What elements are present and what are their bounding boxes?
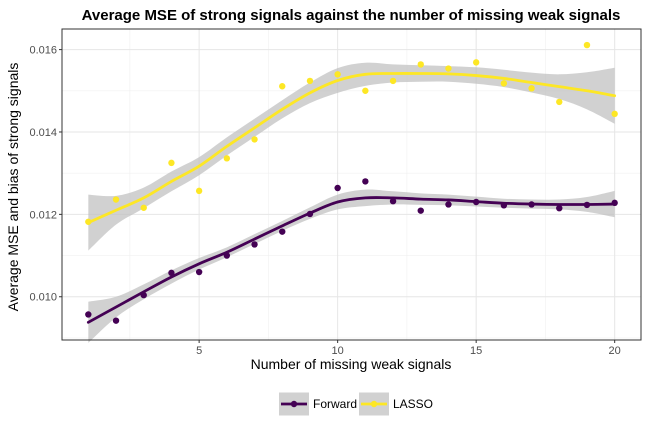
- data-point: [445, 65, 452, 72]
- data-point: [195, 268, 203, 276]
- data-point: [528, 85, 535, 92]
- fit-line: [86, 196, 617, 324]
- data-point: [140, 204, 147, 211]
- x-tick-label: 5: [196, 345, 202, 357]
- data-point: [279, 83, 286, 90]
- y-axis-title: Average MSE and bias of strong signals: [5, 63, 21, 312]
- data-point: [611, 110, 618, 118]
- data-point: [417, 61, 424, 68]
- fit-lines: [86, 72, 617, 324]
- axis-ticks: 5 10 15 20 0.010 0.012 0.014 0.016: [29, 45, 620, 357]
- data-point: [389, 197, 397, 205]
- data-point: [223, 155, 231, 162]
- data-point: [85, 311, 92, 318]
- legend-key-point: [290, 400, 298, 408]
- data-point: [362, 87, 369, 94]
- legend: Forward LASSO: [279, 392, 433, 416]
- y-tick-label: 0.016: [29, 45, 57, 57]
- data-point: [417, 207, 424, 214]
- data-point: [362, 178, 369, 185]
- data-point: [168, 269, 175, 277]
- data-point: [472, 59, 480, 66]
- data-point: [251, 136, 258, 143]
- data-point: [583, 41, 591, 49]
- legend-key-point: [370, 400, 378, 408]
- y-tick-label: 0.012: [29, 209, 57, 221]
- legend-label: LASSO: [393, 397, 433, 411]
- confidence-band: [88, 62, 615, 251]
- chart-title: Average MSE of strong signals against th…: [82, 7, 621, 24]
- x-axis-title: Number of missing weak signals: [251, 356, 452, 372]
- plot-frame: [61, 28, 642, 341]
- data-point: [500, 80, 508, 87]
- fit-line: [86, 72, 617, 224]
- data-point: [251, 241, 258, 248]
- data-point: [112, 317, 120, 324]
- y-tick-label: 0.010: [29, 292, 57, 304]
- x-tick-label: 10: [332, 345, 344, 357]
- data-point: [389, 77, 397, 85]
- data-point: [112, 196, 120, 203]
- data-point: [556, 98, 563, 106]
- data-point: [445, 201, 452, 208]
- data-point: [195, 187, 203, 195]
- data-point: [306, 77, 314, 85]
- plot-border: [61, 28, 642, 341]
- data-point: [168, 159, 175, 167]
- x-tick-label: 15: [470, 345, 482, 357]
- data-point: [279, 228, 286, 235]
- x-tick-label: 20: [609, 345, 621, 357]
- data-point: [334, 184, 341, 192]
- y-tick-label: 0.014: [29, 127, 57, 139]
- data-point: [334, 71, 341, 78]
- legend-label: Forward: [313, 397, 357, 411]
- data-point: [556, 204, 563, 212]
